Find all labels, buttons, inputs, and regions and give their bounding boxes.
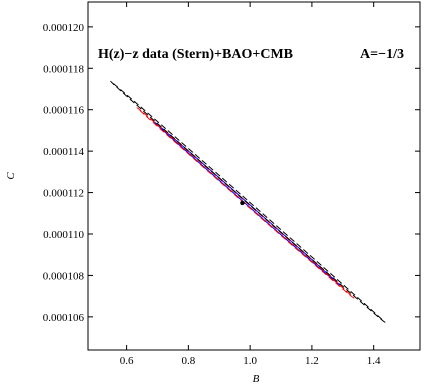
x-axis-label: B — [253, 373, 260, 385]
x-tick-label: 0.8 — [181, 355, 195, 367]
y-axis-label: C — [5, 172, 17, 180]
x-tick-label: 1.2 — [305, 355, 319, 367]
plot-frame — [87, 1, 421, 351]
y-tick-label: 0.000116 — [43, 105, 84, 117]
contour-level-3 — [110, 80, 386, 323]
x-tick-label: 1.0 — [243, 355, 257, 367]
y-tick-label: 0.000118 — [43, 63, 84, 75]
x-tick-label: 1.4 — [367, 355, 381, 367]
y-tick-label: 0.000112 — [43, 188, 84, 200]
annotation-left: H(z)−z data (Stern)+BAO+CMB — [98, 47, 293, 62]
y-tick-label: 0.000120 — [43, 22, 85, 34]
best-fit-point — [240, 200, 245, 206]
axis-ticks: 0.6 0.8 1.0 1.2 1.4 0.000106 0.000108 0.000110 0… — [43, 2, 420, 367]
contour-group — [110, 80, 386, 323]
annotation-right: A=−1/3 — [360, 47, 404, 62]
y-tick-label: 0.000108 — [43, 270, 85, 282]
y-tick-label: 0.000106 — [43, 312, 85, 324]
y-tick-label: 0.000110 — [43, 229, 84, 241]
y-tick-label: 0.000114 — [43, 146, 84, 158]
x-tick-label: 0.6 — [120, 355, 134, 367]
best-fit-group — [240, 200, 245, 206]
